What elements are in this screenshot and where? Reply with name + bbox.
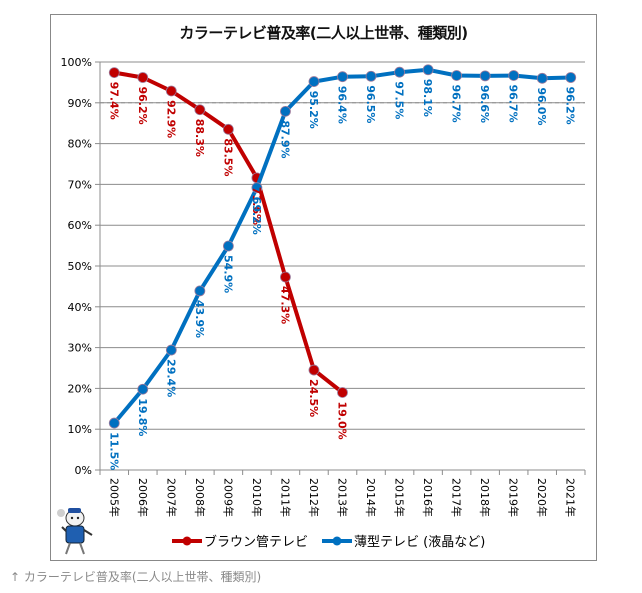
x-tick-label: 2021年 [564,478,578,517]
data-label: 96.2% [564,87,577,125]
x-tick-label: 2011年 [278,478,292,517]
data-label: 19.0% [336,401,349,439]
data-label: 96.5% [364,85,377,123]
y-tick-label: 50% [68,260,92,273]
data-point [308,76,320,87]
data-label: 19.8% [136,398,149,436]
data-label: 87.9% [278,120,291,158]
data-label: 83.5% [221,138,234,176]
data-label: 96.7% [507,84,520,122]
data-point [108,67,120,79]
data-label: 97.4% [107,82,120,120]
data-point [280,271,291,283]
legend-swatch-marker [182,536,192,546]
data-label: 95.2% [307,91,320,129]
data-point [565,72,577,83]
x-tick-label: 2020年 [535,478,549,517]
legend-label: ブラウン管テレビ [204,534,308,550]
data-point [422,64,434,76]
data-label: 98.1% [421,79,434,117]
x-tick-label: 2006年 [136,478,150,517]
data-point [194,285,206,297]
data-label: 96.2% [136,87,149,125]
data-point [108,417,120,429]
data-label: 24.5% [307,379,320,417]
data-label: 54.9% [221,255,234,293]
x-tick-label: 2005年 [107,478,121,517]
data-point [451,70,463,81]
data-point [222,123,234,135]
y-tick-label: 0% [75,464,92,477]
x-tick-label: 2016年 [421,478,435,517]
data-label: 97.5% [393,81,406,119]
data-point [536,72,548,84]
chart-caption: ↑ カラーテレビ普及率(二人以上世帯、種類別) [10,570,262,584]
x-tick-label: 2014年 [364,478,378,517]
x-tick-label: 2019年 [507,478,521,517]
data-point [365,70,377,82]
data-point [194,104,206,116]
y-tick-label: 80% [68,138,92,151]
data-label: 96.0% [535,87,548,125]
data-point [137,72,149,83]
data-point [337,71,348,83]
data-label: 69.2% [250,197,263,235]
data-label: 43.9% [193,300,206,338]
x-tick-label: 2012年 [307,478,321,517]
y-tick-label: 10% [68,423,92,436]
data-point [251,182,263,194]
data-point [165,344,177,356]
x-tick-label: 2015年 [393,478,407,517]
data-point [479,70,491,82]
x-tick-label: 2008年 [193,478,207,517]
data-label: 11.5% [107,432,120,470]
data-point [308,364,320,376]
mascot-cat-icon [57,508,93,555]
data-label: 71.6% [250,187,263,225]
y-tick-label: 20% [68,382,92,395]
data-point [280,105,291,117]
data-point [137,383,149,395]
data-point [394,66,405,78]
data-label: 96.4% [336,86,349,124]
data-label: 96.7% [450,84,463,122]
y-tick-label: 70% [68,178,92,191]
x-tick-label: 2018年 [478,478,492,517]
data-label: 92.9% [164,100,177,138]
y-tick-label: 90% [68,97,92,110]
legend-label: 薄型テレビ (液晶など) [354,535,485,550]
x-tick-label: 2009年 [221,478,235,517]
legend-swatch-marker [332,536,342,546]
x-tick-label: 2007年 [164,478,178,517]
y-tick-label: 30% [68,342,92,355]
x-tick-label: 2017年 [450,478,464,517]
data-label: 29.4% [164,359,177,397]
data-point [337,387,348,398]
data-point [508,70,520,81]
data-point [222,240,234,252]
data-point [165,85,177,97]
data-label: 96.6% [478,85,491,123]
x-tick-label: 2013年 [336,478,350,517]
chart-title: カラーテレビ普及率(二人以上世帯、種類別) [179,24,468,42]
data-label: 88.3% [193,119,206,157]
y-tick-label: 60% [68,219,92,232]
x-tick-label: 2010年 [250,478,264,517]
data-label: 47.3% [278,286,291,324]
y-tick-label: 100% [61,56,92,69]
y-tick-label: 40% [68,301,92,314]
